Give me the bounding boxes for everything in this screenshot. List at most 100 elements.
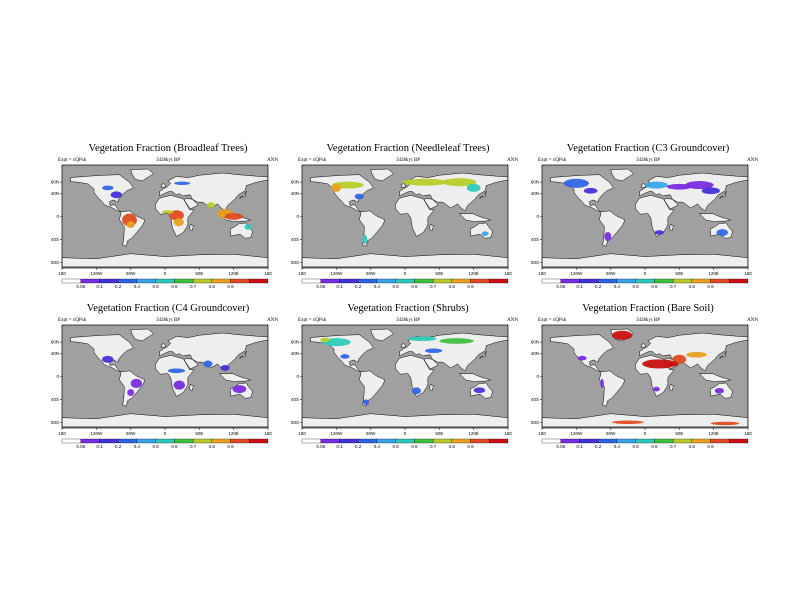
- vegetation-patch: [611, 420, 644, 424]
- colorbar-label: 0.6: [171, 284, 178, 289]
- colorbar-label: 0.05: [76, 444, 85, 449]
- landmass-uk: [161, 342, 167, 349]
- colorbar-swatch: [432, 438, 452, 444]
- colorbar-label: 0.05: [76, 284, 85, 289]
- colorbar-swatch: [376, 438, 396, 444]
- colorbar-label: 0.9: [227, 284, 234, 289]
- season-label: ANN: [267, 158, 278, 163]
- vegetation-patch: [232, 385, 247, 394]
- panel-needleleaf-trees: Vegetation Fraction (Needleleaf Trees) E…: [291, 143, 518, 303]
- vegetation-patch: [473, 387, 486, 394]
- time-label: 3428kyr BP: [395, 158, 421, 163]
- vegetation-map: 180 120W 60W 0 60E 120E 180 60N 40N 0 40S 80S 0.05 0.…: [51, 324, 272, 449]
- experiment-label: Expt = xQPsh: [298, 158, 327, 163]
- colorbar-swatch: [729, 278, 749, 284]
- lon-label: 180: [744, 431, 752, 436]
- colorbar-swatch: [99, 278, 119, 284]
- landmass-uk: [161, 182, 167, 189]
- colorbar-label: 0.1: [576, 444, 583, 449]
- landmass-arabia: [424, 357, 439, 370]
- vegetation-patch: [203, 360, 213, 368]
- season-label: ANN: [747, 158, 758, 163]
- colorbar-label: 0.8: [689, 444, 696, 449]
- colorbar-swatch: [451, 438, 471, 444]
- lon-label: 0: [644, 431, 647, 436]
- vegetation-patch: [320, 337, 330, 343]
- landmass-japan: [239, 191, 247, 199]
- colorbar-label: 0.6: [411, 444, 418, 449]
- colorbar-label: 0.7: [670, 444, 677, 449]
- colorbar-label: 0.7: [190, 444, 197, 449]
- lon-label: 120W: [330, 271, 343, 276]
- colorbar-swatch: [395, 438, 415, 444]
- vegetation-patch: [340, 354, 350, 359]
- lat-label: 60N: [531, 340, 539, 345]
- vegetation-patch: [173, 380, 186, 390]
- colorbar-swatch: [470, 438, 490, 444]
- colorbar-swatch: [192, 278, 212, 284]
- lon-label: 60W: [126, 431, 136, 436]
- vegetation-patch: [220, 365, 230, 371]
- vegetation-patch: [686, 351, 707, 358]
- vegetation-map: 180 120W 60W 0 60E 120E 180 60N 40N 0 40S 80S 0.05 0.…: [291, 324, 512, 449]
- lat-label: 40N: [291, 191, 299, 196]
- panel-c3-groundcover: Vegetation Fraction (C3 Groundcover) Exp…: [531, 143, 758, 303]
- colorbar-swatch: [358, 278, 378, 284]
- colorbar-swatch: [99, 438, 119, 444]
- panel-shrubs: Vegetation Fraction (Shrubs) Expt = xQPs…: [291, 303, 518, 463]
- colorbar-label: 0.8: [209, 444, 216, 449]
- lon-label: 120E: [228, 271, 239, 276]
- lon-label: 180: [58, 431, 66, 436]
- vegetation-patch: [442, 178, 477, 187]
- landmass-japan: [479, 191, 487, 199]
- lon-label: 180: [264, 431, 272, 436]
- vegetation-patch: [583, 187, 598, 194]
- colorbar-swatch: [358, 438, 378, 444]
- colorbar-label: 0.5: [153, 444, 160, 449]
- vegetation-patch: [130, 378, 143, 388]
- vegetation-patch: [653, 386, 660, 392]
- time-label: 3428kyr BP: [635, 158, 661, 163]
- vegetation-patch: [174, 181, 191, 186]
- landmass-arabia: [184, 197, 199, 210]
- landmass-arabia: [424, 197, 439, 210]
- vegetation-patch: [102, 185, 114, 191]
- colorbar-swatch: [155, 438, 175, 444]
- vegetation-patch: [716, 229, 728, 236]
- colorbar-swatch: [80, 278, 100, 284]
- lon-label: 60E: [435, 431, 443, 436]
- panel-c4-groundcover: Vegetation Fraction (C4 Groundcover) Exp…: [51, 303, 278, 463]
- lat-label: 60N: [291, 340, 299, 345]
- landmass-antarctica: [542, 253, 748, 268]
- landmass-arabia: [184, 357, 199, 370]
- landmass-north-america: [310, 334, 374, 373]
- vegetation-patch: [167, 368, 186, 374]
- colorbar-swatch: [691, 278, 711, 284]
- landmass-uk: [401, 342, 407, 349]
- colorbar-label: 0.7: [670, 284, 677, 289]
- colorbar-swatch: [598, 278, 618, 284]
- panel-broadleaf-trees: Vegetation Fraction (Broadleaf Trees) Ex…: [51, 143, 278, 303]
- lon-label: 120E: [468, 271, 479, 276]
- lon-label: 120E: [708, 271, 719, 276]
- lat-label: 40N: [51, 191, 59, 196]
- colorbar-swatch: [155, 278, 175, 284]
- lat-label: 40N: [531, 191, 539, 196]
- landmass-madagascar: [429, 384, 434, 392]
- vegetation-patch: [645, 181, 668, 189]
- colorbar-label: 0.4: [374, 444, 381, 449]
- lon-label: 120E: [468, 431, 479, 436]
- time-label: 3428kyr BP: [155, 318, 181, 323]
- colorbar-swatch: [598, 438, 618, 444]
- colorbar-swatch: [470, 278, 490, 284]
- colorbar-label: 0.1: [96, 284, 103, 289]
- vegetation-patch: [102, 355, 114, 363]
- lat-label: 80S: [51, 420, 59, 425]
- colorbar-swatch: [395, 278, 415, 284]
- lon-label: 120W: [90, 271, 103, 276]
- colorbar-swatch: [61, 278, 81, 284]
- colorbar-label: 0.6: [651, 444, 658, 449]
- colorbar-label: 0.05: [316, 444, 325, 449]
- colorbar-swatch: [414, 278, 434, 284]
- time-label: 3428kyr BP: [635, 318, 661, 323]
